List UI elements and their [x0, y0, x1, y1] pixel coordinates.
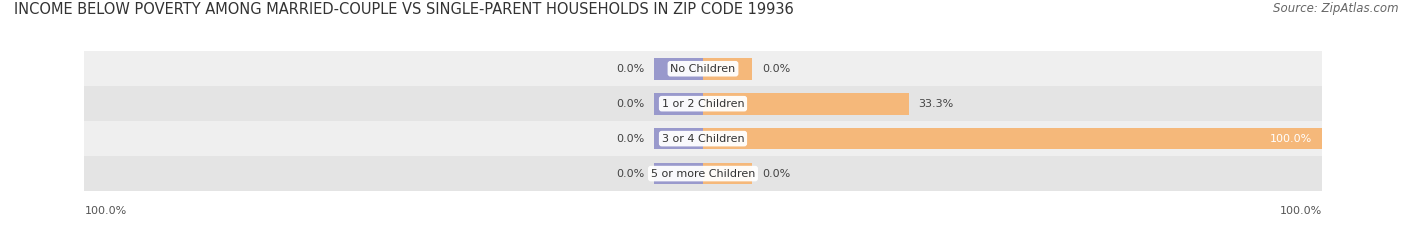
Text: 0.0%: 0.0% [616, 169, 644, 178]
Bar [84, 156, 1322, 191]
Bar [84, 86, 1322, 121]
Text: 0.0%: 0.0% [616, 134, 644, 144]
Bar [84, 121, 1322, 156]
Bar [703, 58, 752, 80]
Text: 33.3%: 33.3% [918, 99, 953, 109]
Text: 1 or 2 Children: 1 or 2 Children [662, 99, 744, 109]
Text: 100.0%: 100.0% [1270, 134, 1312, 144]
Text: 0.0%: 0.0% [762, 64, 790, 74]
Text: 3 or 4 Children: 3 or 4 Children [662, 134, 744, 144]
Bar [703, 163, 752, 185]
Text: INCOME BELOW POVERTY AMONG MARRIED-COUPLE VS SINGLE-PARENT HOUSEHOLDS IN ZIP COD: INCOME BELOW POVERTY AMONG MARRIED-COUPL… [14, 2, 794, 17]
Bar [703, 93, 910, 114]
Bar [654, 58, 703, 80]
Bar [703, 128, 1322, 150]
Text: No Children: No Children [671, 64, 735, 74]
Text: 0.0%: 0.0% [762, 169, 790, 178]
Text: 5 or more Children: 5 or more Children [651, 169, 755, 178]
Text: 0.0%: 0.0% [616, 99, 644, 109]
Bar [654, 128, 703, 150]
Text: 100.0%: 100.0% [84, 206, 127, 216]
Text: 100.0%: 100.0% [1279, 206, 1322, 216]
Bar [654, 93, 703, 114]
Bar [84, 51, 1322, 86]
Text: Source: ZipAtlas.com: Source: ZipAtlas.com [1274, 2, 1399, 15]
Bar [654, 163, 703, 185]
Text: 0.0%: 0.0% [616, 64, 644, 74]
